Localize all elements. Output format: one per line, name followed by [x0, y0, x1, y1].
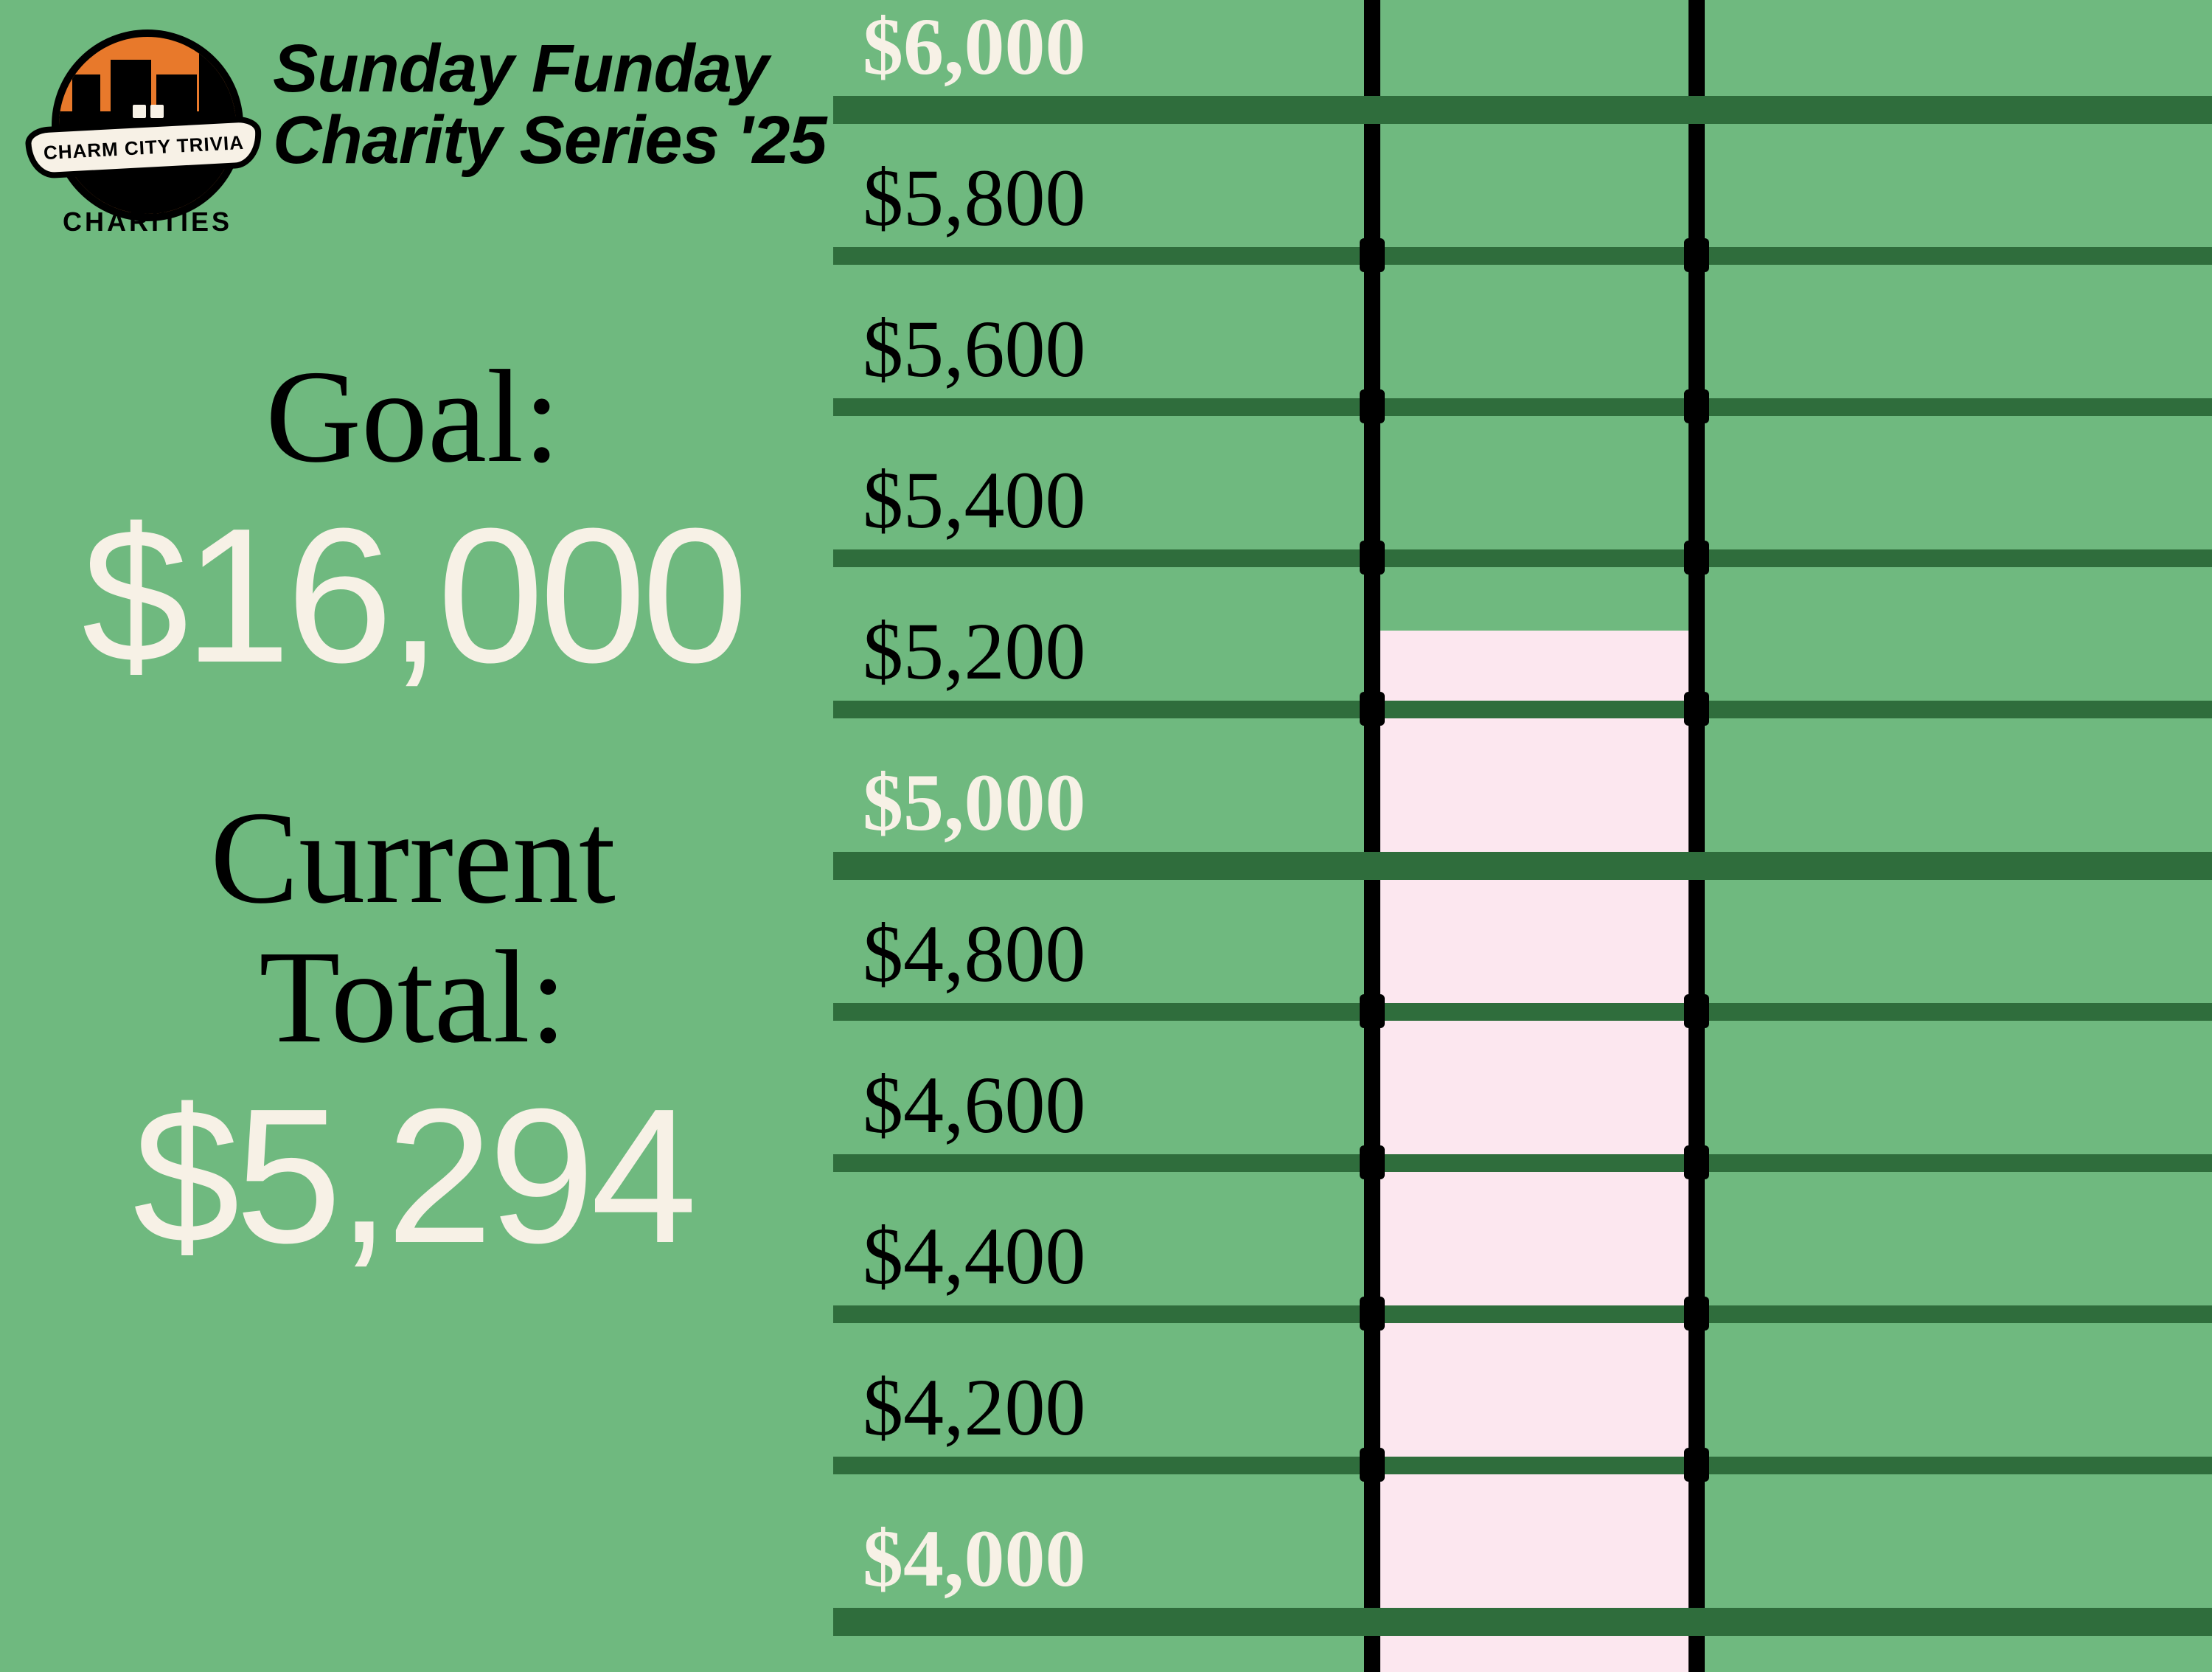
tick-cap: [1684, 1297, 1709, 1331]
logo-bottom-text: CHARITIES: [37, 207, 258, 237]
scale-label: $5,200: [863, 605, 1086, 698]
scale-label: $4,800: [863, 907, 1086, 1001]
scale-label: $5,800: [863, 151, 1086, 245]
scale-label: $5,600: [863, 302, 1086, 396]
gridline: [833, 549, 2212, 567]
gridline: [833, 1305, 2212, 1323]
gridline: [833, 398, 2212, 416]
goal-amount: $16,000: [81, 486, 745, 707]
tick-cap: [1684, 994, 1709, 1028]
thermometer-fill: [1380, 631, 1688, 1672]
event-title: Sunday Funday Charity Series '25: [273, 33, 827, 176]
charity-logo: CHARM CITY TRIVIA CHARITIES: [37, 22, 258, 243]
scale-label: $4,400: [863, 1210, 1086, 1303]
tick-cap: [1684, 541, 1709, 575]
tick-cap: [1684, 238, 1709, 272]
tick-cap: [1360, 389, 1385, 423]
tick-cap: [1360, 994, 1385, 1028]
thermometer-chart: $6,000 $5,800 $5,600 $5,400 $5,200 $5,000 $4,8…: [833, 0, 2212, 1672]
gridline: [833, 1457, 2212, 1474]
gridline: [833, 852, 2212, 880]
tick-cap: [1684, 389, 1709, 423]
tick-cap: [1360, 1145, 1385, 1179]
tick-cap: [1360, 1297, 1385, 1331]
current-label-2: Total:: [81, 927, 745, 1066]
scale-label: $4,600: [863, 1058, 1086, 1152]
gridline: [833, 96, 2212, 124]
scale-label: $4,200: [863, 1361, 1086, 1454]
gridline: [833, 1154, 2212, 1172]
title-line-2: Charity Series '25: [273, 105, 827, 176]
gridline: [833, 1608, 2212, 1636]
tick-cap: [1684, 1145, 1709, 1179]
gridline: [833, 701, 2212, 718]
tick-cap: [1360, 541, 1385, 575]
goal-label: Goal:: [81, 347, 745, 486]
title-line-1: Sunday Funday: [273, 33, 827, 105]
totals-panel: Goal: $16,000 Current Total: $5,294: [81, 347, 745, 1287]
scale-label: $6,000: [863, 0, 1086, 94]
current-label-1: Current: [81, 788, 745, 927]
tick-cap: [1360, 238, 1385, 272]
scale-label: $4,000: [863, 1512, 1086, 1606]
scale-label: $5,400: [863, 454, 1086, 547]
tick-cap: [1684, 1448, 1709, 1482]
gridline: [833, 1003, 2212, 1021]
tick-cap: [1360, 1448, 1385, 1482]
current-amount: $5,294: [81, 1066, 745, 1287]
scale-label: $5,000: [863, 756, 1086, 850]
tick-cap: [1684, 692, 1709, 726]
gridline: [833, 247, 2212, 265]
tick-cap: [1360, 692, 1385, 726]
